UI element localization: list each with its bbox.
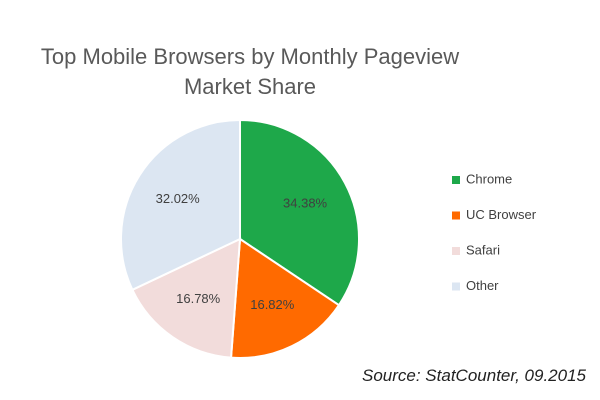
legend-swatch	[452, 247, 460, 255]
legend-label: UC Browser	[466, 207, 537, 222]
legend-swatch	[452, 282, 460, 291]
pie-slice	[131, 237, 242, 359]
pie-slice	[229, 237, 341, 359]
data-label: 34.38%	[283, 196, 328, 211]
data-label: 16.82%	[250, 297, 295, 312]
data-label: 32.02%	[156, 191, 201, 206]
legend-label: Safari	[466, 242, 500, 257]
chart-title: Top Mobile Browsers by Monthly Pageview …	[40, 44, 460, 99]
data-label: 16.78%	[176, 291, 221, 306]
legend-swatch	[452, 176, 460, 184]
legend-label: Chrome	[466, 171, 512, 186]
source-note: Source: StatCounter, 09.2015	[362, 366, 586, 385]
pie-slice	[120, 118, 241, 292]
legend-label: Other	[466, 278, 499, 293]
legend-swatch	[452, 211, 460, 220]
